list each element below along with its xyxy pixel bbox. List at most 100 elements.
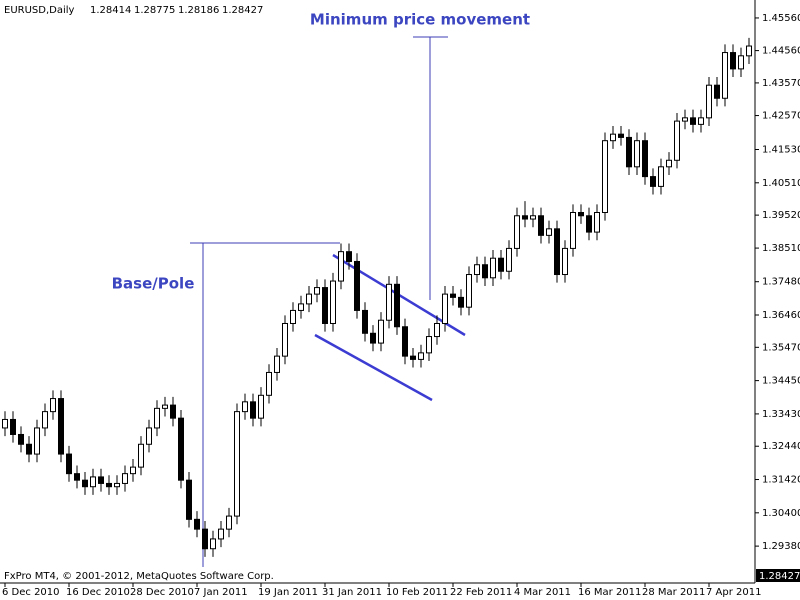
candle-body (2, 418, 8, 429)
candle-body (506, 247, 512, 272)
candle-body (658, 166, 664, 187)
candle-body (394, 283, 400, 328)
y-tick-label: 1.37480 (762, 277, 800, 288)
candle-body (722, 52, 728, 99)
candle-body (410, 355, 416, 360)
candle-body (242, 401, 248, 413)
candle-body (154, 407, 160, 429)
last-price-box (756, 569, 800, 582)
candle-body (130, 466, 136, 475)
candle-body (674, 120, 680, 161)
y-tick-label: 1.38510 (762, 243, 800, 254)
x-tick-label: 4 Mar 2011 (514, 587, 571, 598)
candle-body (626, 136, 632, 168)
candle-body (210, 538, 216, 550)
candle-body (306, 293, 312, 305)
candle-body (578, 212, 584, 217)
candle-body (490, 257, 496, 279)
candle-body (26, 443, 32, 455)
candle-body (146, 427, 152, 445)
candle-body (226, 515, 232, 530)
candle-body (482, 264, 488, 279)
candle-body (106, 482, 112, 488)
candle-body (138, 443, 144, 468)
candle-body (458, 296, 464, 308)
candle-body (202, 528, 208, 550)
candle-body (650, 176, 656, 187)
x-tick-label: 28 Dec 2010 (130, 587, 194, 598)
channel-lower (314, 333, 433, 402)
candle-body (682, 117, 688, 122)
candle-body (562, 247, 568, 276)
candle-body (442, 293, 448, 324)
y-tick-label: 1.30400 (762, 508, 800, 519)
y-tick-label: 1.35470 (762, 342, 800, 353)
candle-body (706, 84, 712, 119)
last-price: 1.28427 (759, 571, 800, 582)
candle-body (386, 283, 392, 321)
candle-body (74, 473, 80, 481)
candle-body (554, 228, 560, 276)
candle-body (730, 52, 736, 70)
candle-body (346, 251, 352, 262)
candle-body (330, 280, 336, 324)
y-tick-label: 1.33430 (762, 409, 800, 420)
candle-body (50, 398, 56, 413)
x-tick-label: 7 Jan 2011 (194, 587, 248, 598)
candle-body (186, 479, 192, 520)
y-tick-label: 1.40510 (762, 178, 800, 189)
candle-body (178, 417, 184, 481)
candle-body (522, 215, 528, 220)
candle-body (170, 404, 176, 419)
candle-body (546, 228, 552, 236)
y-tick-label: 1.31420 (762, 475, 800, 486)
candle-body (250, 401, 256, 419)
candle-body (362, 309, 368, 334)
x-tick-label: 16 Mar 2011 (578, 587, 641, 598)
candle-body (538, 215, 544, 236)
candle-body (634, 140, 640, 168)
candle-body (434, 322, 440, 338)
candle-body (282, 322, 288, 357)
candle-body (530, 215, 536, 220)
candle-body (194, 518, 200, 530)
candle-body (162, 404, 168, 409)
quote-open: 1.28414 (90, 5, 131, 16)
candle-body (642, 140, 648, 178)
candle-body (690, 117, 696, 125)
candle-body (418, 352, 424, 360)
candle-body (338, 251, 344, 282)
candle-body (498, 257, 504, 272)
y-tick-label: 1.43570 (762, 78, 800, 89)
y-tick-label: 1.32440 (762, 441, 800, 452)
y-tick-label: 1.34450 (762, 376, 800, 387)
candle-body (114, 482, 120, 488)
quote-close: 1.28427 (222, 5, 263, 16)
candle-body (378, 319, 384, 344)
candle-body (450, 293, 456, 298)
candle-body (610, 133, 616, 142)
y-tick-label: 1.44560 (762, 46, 800, 57)
candle-body (90, 476, 96, 488)
candle-body (298, 303, 304, 311)
candle-body (314, 287, 320, 295)
candle-body (746, 45, 752, 57)
x-tick-label: 16 Dec 2010 (66, 587, 130, 598)
candle-body (34, 427, 40, 455)
candle-body (698, 117, 704, 125)
y-tick-label: 1.45560 (762, 13, 800, 24)
x-tick-label: 22 Feb 2011 (450, 587, 512, 598)
y-tick-label: 1.36460 (762, 310, 800, 321)
annotation: Minimum price movement (310, 11, 530, 29)
candle-body (594, 212, 600, 233)
candle-body (666, 159, 672, 168)
candle-body (82, 479, 88, 488)
y-tick-label: 1.41530 (762, 145, 800, 156)
candle-body (66, 453, 72, 475)
candle-body (42, 411, 48, 429)
candle-body (58, 398, 64, 455)
candle-body (258, 394, 264, 419)
candle-body (738, 55, 744, 70)
candle-body (274, 355, 280, 373)
